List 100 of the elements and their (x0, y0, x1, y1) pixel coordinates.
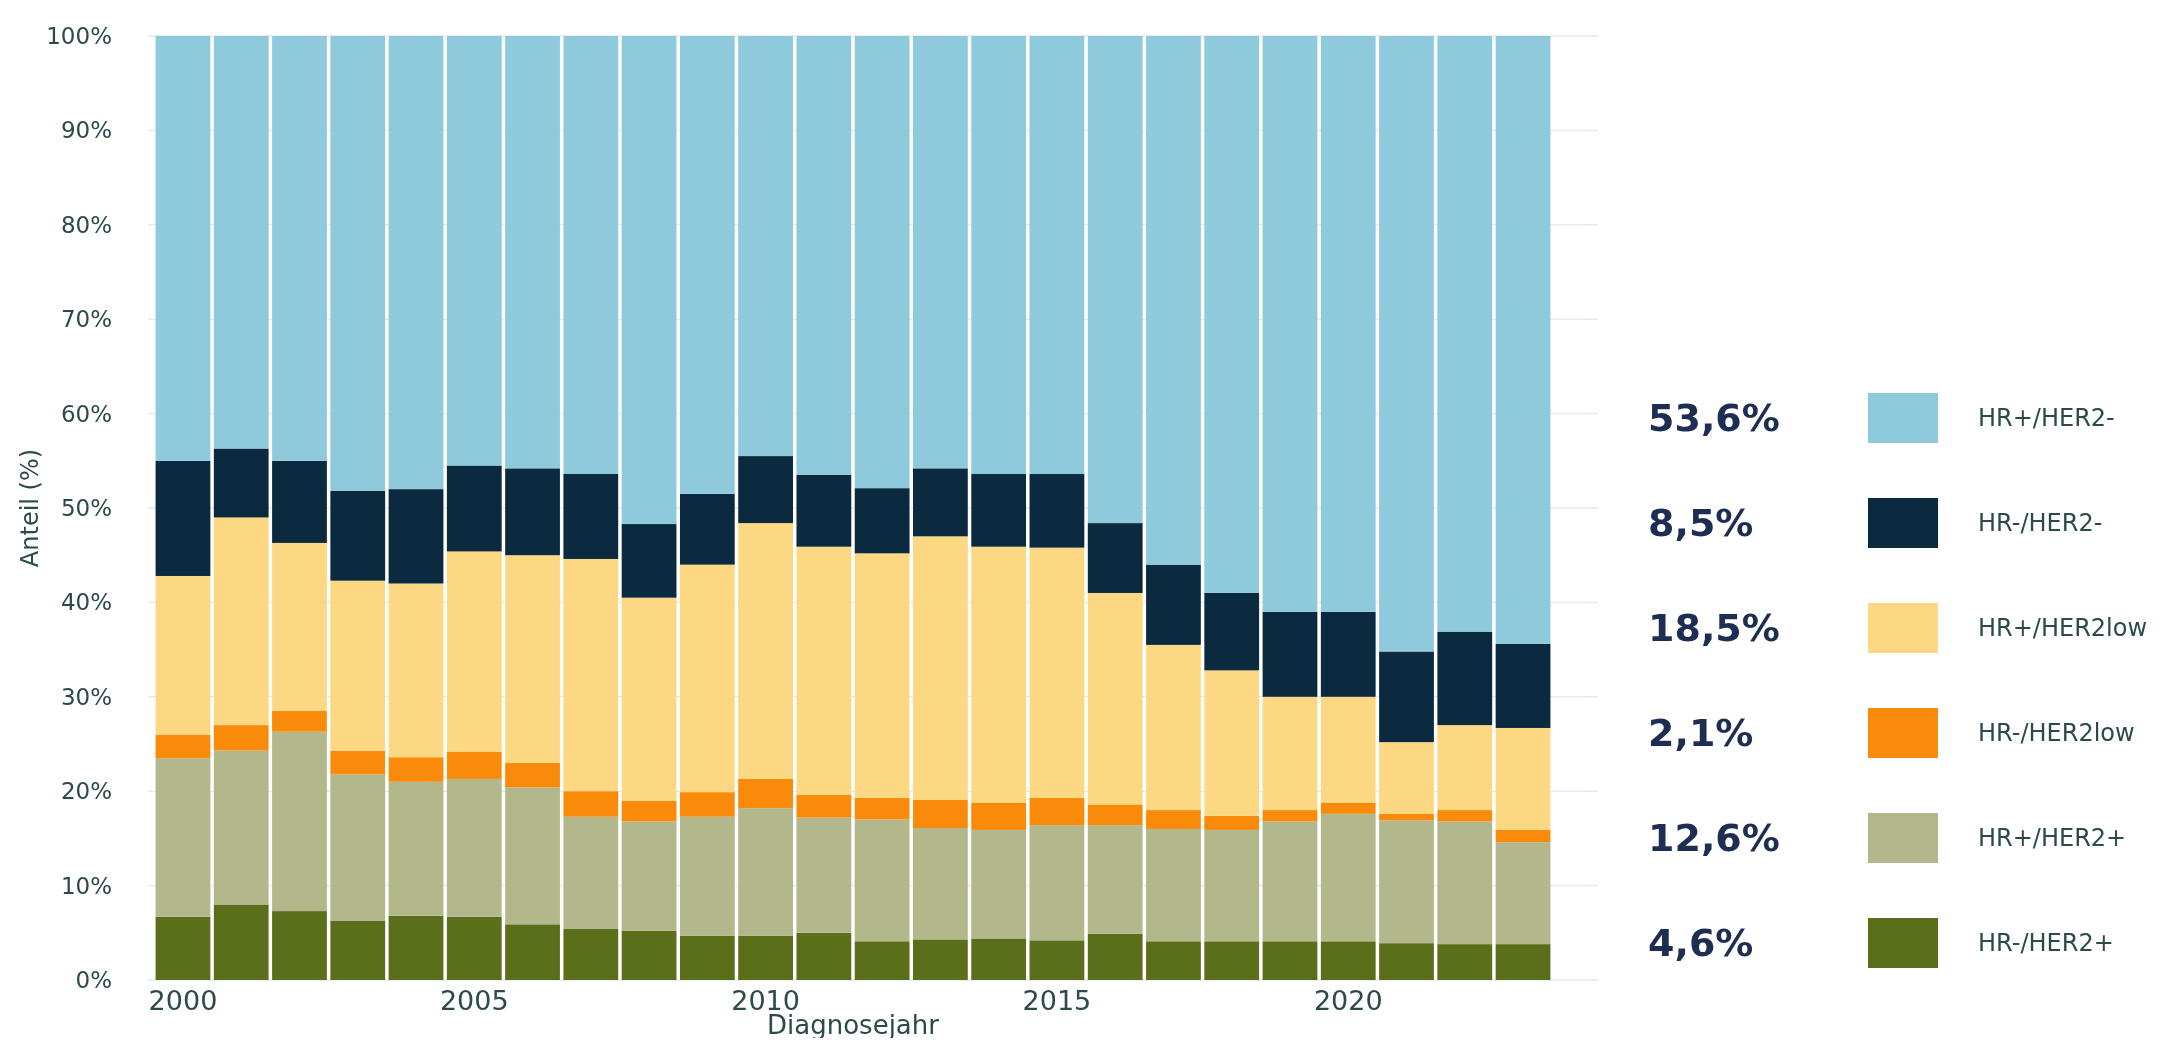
bar (330, 491, 386, 581)
bar (1437, 36, 1493, 632)
bar (1029, 825, 1085, 941)
y-tick-label: 20% (60, 778, 112, 805)
legend-label: HR-/HER2- (1978, 509, 2103, 538)
text: 8,5% (1648, 501, 1754, 546)
bar (388, 757, 444, 782)
text: 53,6% (1648, 396, 1780, 441)
bar (272, 36, 327, 461)
text: 2,1% (1648, 711, 1754, 756)
legend-label: HR+/HER2- (1978, 404, 2115, 433)
bar (738, 778, 793, 809)
bar (854, 819, 910, 942)
bar (1087, 933, 1143, 980)
bar (1204, 941, 1260, 980)
bar (1262, 36, 1318, 612)
bar (155, 575, 211, 735)
bar (1146, 564, 1201, 645)
bar (1146, 36, 1201, 565)
bar (1320, 802, 1376, 814)
bar (155, 460, 211, 576)
x-tick-label: 2015 (1022, 985, 1092, 1016)
bar (505, 468, 560, 556)
bar (679, 493, 735, 565)
bar (1262, 821, 1318, 942)
bar (155, 916, 211, 980)
y-tick-label: 10% (60, 872, 112, 899)
bar (155, 36, 211, 461)
text: 4,6% (1648, 921, 1754, 966)
bar (155, 734, 211, 759)
bar (621, 36, 677, 525)
bar (971, 36, 1027, 475)
bar (1087, 804, 1143, 826)
y-tick-label: 80% (60, 211, 112, 238)
bar (971, 802, 1027, 830)
bar (913, 36, 968, 469)
bar (1029, 940, 1085, 980)
bar (1495, 829, 1551, 843)
bar (913, 468, 968, 537)
bar (1029, 474, 1085, 548)
bar (1320, 696, 1376, 803)
bar (971, 829, 1027, 939)
bar (1379, 36, 1434, 652)
bar (330, 750, 386, 775)
bar (1146, 941, 1201, 980)
bar (388, 36, 444, 490)
bar (1495, 842, 1551, 945)
bar (563, 474, 619, 559)
bar (796, 817, 852, 933)
bar (1087, 523, 1143, 593)
bar (388, 915, 444, 980)
bar (272, 911, 327, 980)
bar (272, 710, 327, 732)
bar (1495, 643, 1551, 728)
bar (738, 523, 793, 779)
bar (563, 558, 619, 792)
bar (1437, 944, 1493, 980)
bar (505, 924, 560, 980)
bar (1204, 815, 1260, 830)
bar (213, 725, 269, 751)
y-tick-label: 30% (60, 683, 112, 710)
y-tick-label: 60% (60, 400, 112, 427)
bar (971, 474, 1027, 547)
bar (1204, 592, 1260, 671)
bar (272, 542, 327, 711)
bar (1320, 941, 1376, 980)
x-tick-label: 2005 (439, 985, 509, 1016)
bar (563, 36, 619, 475)
bar (621, 800, 677, 822)
y-tick-label: 0% (75, 967, 112, 994)
bar (913, 828, 968, 940)
y-axis-title: Anteil (%) (16, 448, 44, 568)
bar (1379, 813, 1434, 821)
bar (913, 799, 968, 829)
bar (1379, 742, 1434, 814)
bar (505, 762, 560, 788)
bar (971, 546, 1027, 803)
bar (1320, 36, 1376, 612)
bar (1379, 943, 1434, 980)
bar (213, 36, 269, 449)
bar (1437, 631, 1493, 726)
bar (446, 751, 502, 779)
bar (1262, 696, 1318, 811)
y-tick-label: 100% (46, 23, 112, 50)
bar (330, 774, 386, 921)
bar (388, 489, 444, 584)
bar (1437, 821, 1493, 945)
legend-label: HR+/HER2low (1978, 614, 2148, 643)
bar (563, 816, 619, 930)
bar (679, 816, 735, 936)
y-tick-label: 90% (60, 117, 112, 144)
bar (1495, 36, 1551, 644)
bar (213, 904, 269, 980)
bar (679, 564, 735, 793)
legend-label: HR-/HER2low (1978, 719, 2135, 748)
bar (213, 517, 269, 726)
bar (446, 36, 502, 466)
bar (1320, 611, 1376, 697)
bar (738, 36, 793, 457)
bar (1087, 36, 1143, 524)
